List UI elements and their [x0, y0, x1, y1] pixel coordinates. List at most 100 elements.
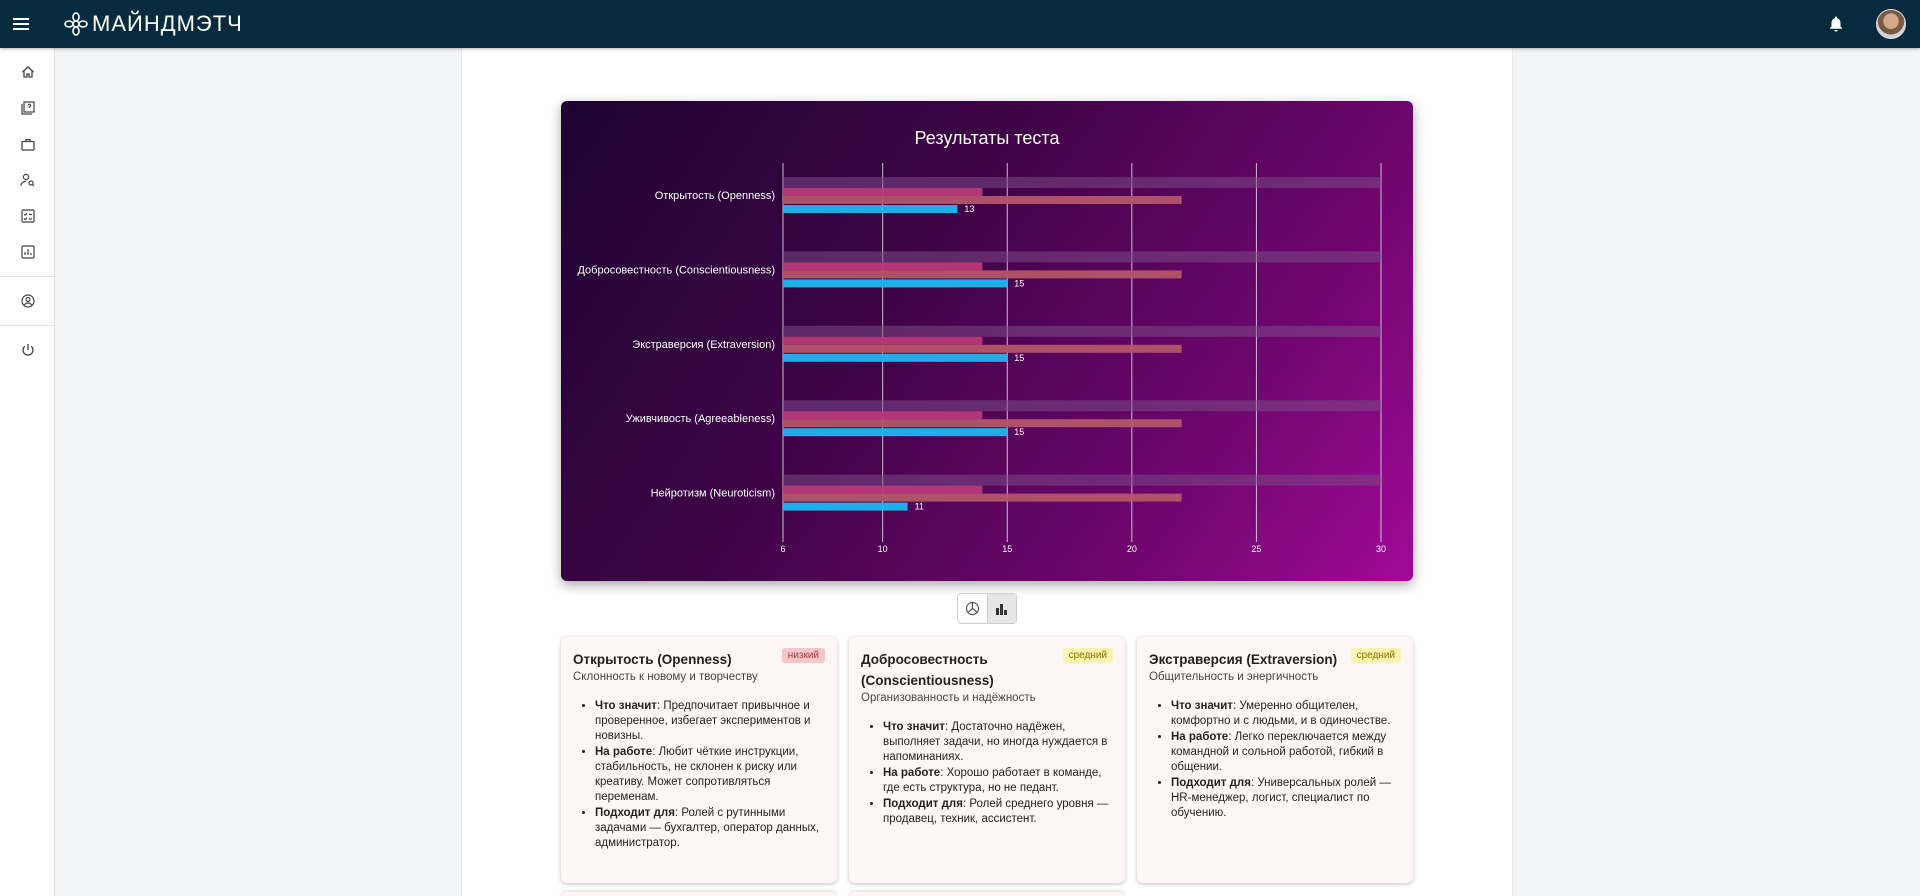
list-item: Подходит для: Универсальных ролей — HR-м… [1171, 776, 1401, 821]
bar [783, 205, 958, 213]
menu-icon [13, 18, 29, 30]
trait-card-extraversion: Экстраверсия (Extraversion) Общительност… [1137, 637, 1413, 883]
list-item: На работе: Любит чёткие инструкции, стаб… [595, 745, 825, 805]
account-icon [20, 294, 35, 308]
bar [783, 177, 1381, 188]
bell-icon [1830, 16, 1842, 32]
chart-title: Результаты теста [915, 128, 1061, 148]
sidebar-item-logout[interactable] [0, 332, 55, 368]
x-tick-label: 10 [878, 544, 888, 554]
briefcase-icon [20, 138, 35, 151]
trait-subtitle: Склонность к новому и творчеству [573, 671, 758, 683]
level-badge: средний [1350, 648, 1401, 663]
sidebar-divider [0, 325, 54, 326]
pie-view-button[interactable] [958, 594, 987, 623]
work-text: : Хорошо работает в команде, где есть ст… [883, 767, 1102, 794]
trait-details: Что значит: Умеренно общителен, комфортн… [1149, 699, 1401, 821]
sidebar-item-vacancies[interactable] [0, 126, 55, 162]
work-label: На работе [595, 746, 653, 758]
list-item: Что значит: Умеренно общителен, комфортн… [1171, 699, 1401, 729]
level-badge: средний [1062, 648, 1113, 663]
bar [783, 502, 908, 511]
bar [783, 428, 1008, 437]
bar [783, 419, 1182, 428]
level-badge: низкий [781, 648, 825, 663]
bar [783, 279, 1008, 288]
data-label: 15 [1014, 353, 1024, 363]
trait-details: Что значит: Достаточно надёжен, выполняе… [861, 720, 1113, 827]
sidebar [0, 48, 55, 896]
app-logo[interactable]: МАЙНДМЭТЧ [64, 11, 243, 37]
work-text: : Легко переключается между командной и … [1171, 731, 1387, 773]
test-results-chart: Результаты теста 6 10 15 20 25 30 Открытость (O… [561, 101, 1413, 581]
trait-card-openness: Открытость (Openness) Склонность к новом… [561, 637, 837, 883]
list-item: Что значит: Достаточно надёжен, выполняе… [883, 720, 1113, 765]
fit-label: Подходит для [1171, 777, 1251, 789]
bar [783, 188, 983, 196]
trait-title: Открытость (Openness) [573, 652, 732, 667]
bar [783, 474, 1381, 486]
meaning-label: Что значит [1171, 700, 1233, 712]
list-item: Подходит для: Ролей среднего уровня — пр… [883, 797, 1113, 827]
fit-label: Подходит для [883, 798, 963, 810]
logo-icon [64, 12, 88, 36]
fit-text: : Ролей с рутинными задачами — бухгалтер… [595, 807, 820, 849]
bar [783, 325, 1381, 337]
trait-subtitle: Общительность и энергичность [1149, 671, 1319, 683]
x-tick-label: 20 [1127, 544, 1137, 554]
data-label: 13 [964, 204, 974, 214]
fit-text: : Ролей среднего уровня — продавец, техн… [883, 798, 1109, 825]
bar [783, 400, 1381, 412]
sidebar-item-analytics[interactable] [0, 234, 55, 270]
fit-label: Подходит для [595, 807, 675, 819]
fit-text: : Универсальных ролей — HR-менеджер, лог… [1171, 777, 1391, 819]
data-label: 15 [1014, 427, 1024, 437]
sidebar-divider [0, 276, 54, 277]
meaning-text: : Предпочитает привычное и проверенное, … [595, 700, 811, 742]
meaning-label: Что значит [595, 700, 657, 712]
bar [783, 353, 1008, 362]
chart-view-toggle [957, 593, 1017, 624]
sidebar-item-checklists[interactable] [0, 198, 55, 234]
bar [783, 270, 1182, 279]
power-icon [21, 344, 34, 356]
trait-card-peek [849, 892, 1125, 896]
bar [783, 196, 1182, 204]
bar [783, 336, 983, 345]
work-text: : Любит чёткие инструкции, стабильность,… [595, 746, 799, 803]
bar-view-button[interactable] [986, 594, 1016, 623]
analytics-icon [20, 245, 35, 259]
meaning-text: : Достаточно надёжен, выполняет задачи, … [883, 721, 1108, 763]
bar [783, 411, 983, 420]
pie-chart-icon [965, 601, 979, 616]
meaning-text: : Умеренно общителен, комфортно и с людь… [1171, 700, 1391, 727]
trait-card-conscientiousness: Добросовестность (Conscientiousness) Орг… [849, 637, 1125, 883]
category-label: Экстраверсия (Extraversion) [632, 339, 775, 351]
bar [783, 262, 983, 271]
list-item: Подходит для: Ролей с рутинными задачами… [595, 806, 825, 851]
work-label: На работе [1171, 731, 1229, 743]
list-item: Что значит: Предпочитает привычное и про… [595, 699, 825, 744]
bar [783, 493, 1182, 502]
bar-chart-icon [996, 603, 1008, 615]
chart-svg: Результаты теста 6 10 15 20 25 30 Открытость (O… [577, 128, 1386, 554]
trait-title: Экстраверсия (Extraversion) [1149, 652, 1338, 667]
data-label: 11 [915, 502, 924, 512]
top-app-bar: МАЙНДМЭТЧ [0, 0, 1920, 48]
notifications-button[interactable] [1824, 12, 1848, 36]
work-label: На работе [883, 767, 941, 779]
data-label: 15 [1014, 278, 1024, 288]
bar [783, 344, 1182, 353]
category-label: Добросовестность (Conscientiousness) [577, 264, 775, 276]
home-icon [21, 66, 34, 78]
menu-button[interactable] [0, 0, 42, 48]
sidebar-item-tests[interactable] [0, 90, 55, 126]
avatar[interactable] [1876, 9, 1906, 39]
user-search-icon [20, 173, 35, 187]
category-label: Нейротизм (Neuroticism) [651, 488, 775, 500]
sidebar-item-profile[interactable] [0, 283, 55, 319]
x-tick-label: 6 [780, 544, 785, 554]
sidebar-item-candidates[interactable] [0, 162, 55, 198]
sidebar-item-home[interactable] [0, 54, 55, 90]
checklist-icon [20, 209, 35, 223]
